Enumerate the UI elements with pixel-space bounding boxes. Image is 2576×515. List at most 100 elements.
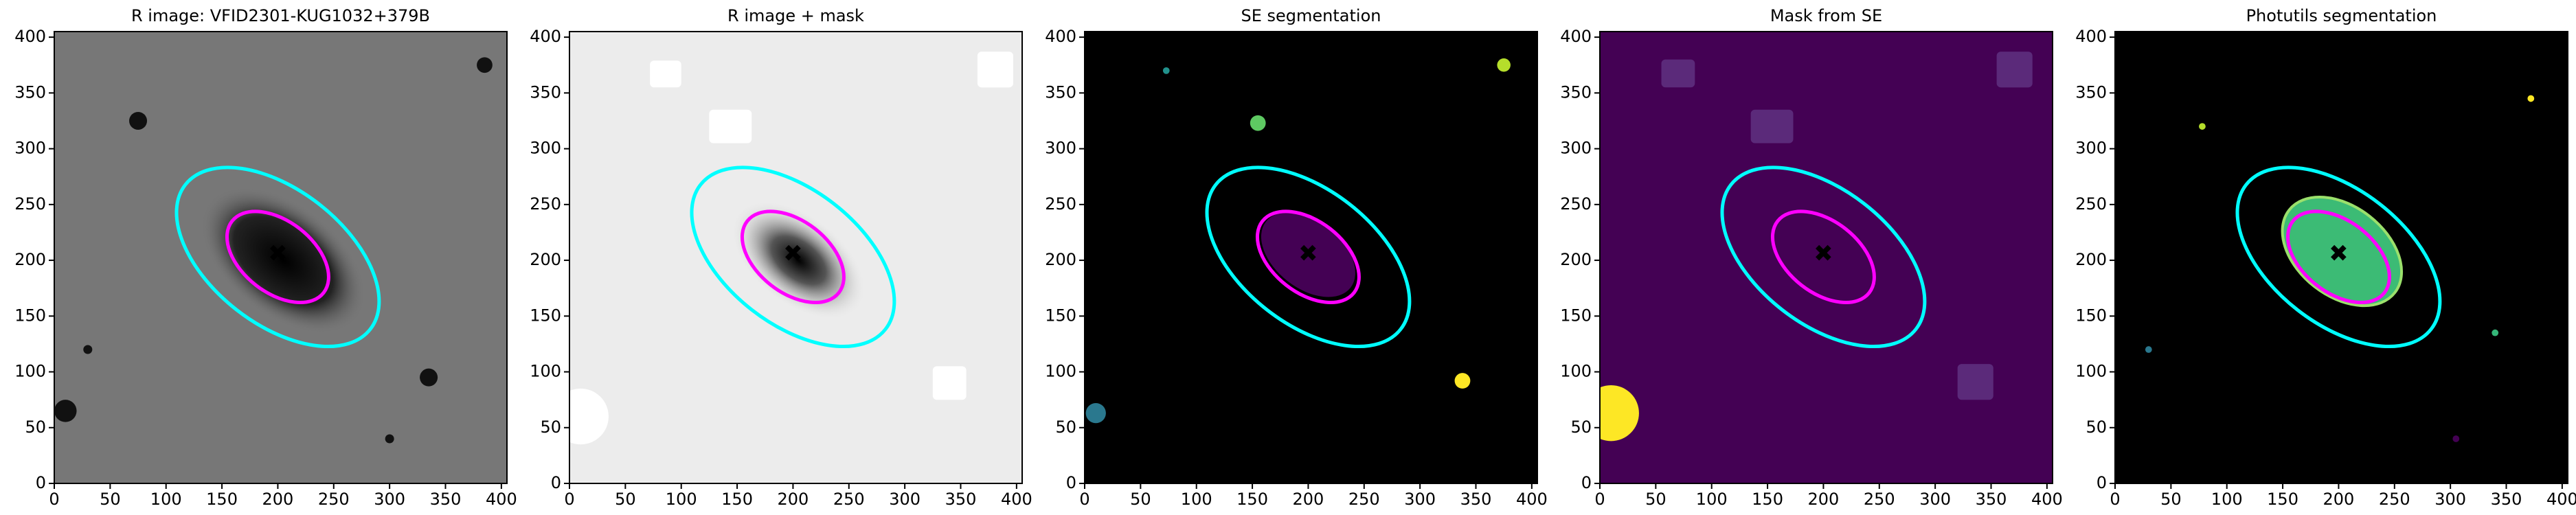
x-tick-label: 250 <box>833 490 865 509</box>
x-tick-label: 300 <box>374 490 405 509</box>
image-background <box>1600 32 2053 483</box>
ellipse <box>2235 165 2442 349</box>
x-tick-label: 50 <box>615 490 636 509</box>
y-tick-label: 150 <box>2075 306 2107 325</box>
x-tick-label: 100 <box>150 490 182 509</box>
y-tick-label: 300 <box>530 139 561 158</box>
x-tick-label: 250 <box>2379 490 2410 509</box>
y-tick-label: 250 <box>1045 194 1076 214</box>
x-tick-label: 200 <box>2323 490 2355 509</box>
image: ✖ <box>1085 32 1537 483</box>
y-tick-label: 200 <box>1045 250 1076 269</box>
y-tick-label: 150 <box>1560 306 1592 325</box>
y-tick-label: 200 <box>14 250 46 269</box>
x-tick-label: 150 <box>2267 490 2298 509</box>
panel-title: Photutils segmentation <box>2246 6 2437 25</box>
x-tick-label: 250 <box>1864 490 1895 509</box>
x-tick-label: 350 <box>2491 490 2522 509</box>
blob <box>2527 95 2535 102</box>
center-marker: ✖ <box>268 240 288 267</box>
y-tick-label: 250 <box>1560 194 1592 214</box>
x-tick-label: 300 <box>1919 490 1951 509</box>
y-tick-label: 100 <box>530 362 561 381</box>
image-content: ✖ <box>2115 32 2568 483</box>
x-tick-label: 300 <box>2434 490 2466 509</box>
center-marker: ✖ <box>1298 240 1318 267</box>
y-tick-label: 400 <box>1045 27 1076 46</box>
y-tick-label: 300 <box>1045 139 1076 158</box>
x-tick-label: 400 <box>2546 490 2576 509</box>
x-tick-label: 400 <box>2031 490 2063 509</box>
center-marker: ✖ <box>2329 240 2349 267</box>
ellipse <box>201 187 366 334</box>
x-tick-label: 350 <box>945 490 977 509</box>
blob <box>477 57 493 73</box>
x-tick-label: 50 <box>100 490 121 509</box>
y-tick-label: 300 <box>2075 139 2107 158</box>
x-tick-label: 250 <box>1348 490 1380 509</box>
y-tick-label: 0 <box>36 473 46 492</box>
image: ✖ <box>2115 32 2568 483</box>
y-tick-label: 200 <box>530 250 561 269</box>
y-tick-label: 150 <box>14 306 46 325</box>
image-content: ✖ <box>54 32 507 483</box>
y-tick-label: 350 <box>530 82 561 102</box>
y-tick-label: 300 <box>1560 139 1592 158</box>
y-tick-label: 50 <box>2086 417 2107 437</box>
x-tick-label: 100 <box>2211 490 2243 509</box>
y-tick-label: 400 <box>1560 27 1592 46</box>
mask-box <box>1957 364 1993 400</box>
x-tick-label: 350 <box>1460 490 1492 509</box>
image-content: ✖ <box>1085 32 1537 483</box>
image-content: ✖ <box>569 32 1022 483</box>
y-tick-label: 200 <box>1560 250 1592 269</box>
axes-frame <box>2114 31 2568 484</box>
y-tick-label: 400 <box>2075 27 2107 46</box>
x-tick-label: 200 <box>778 490 809 509</box>
ellipse <box>690 165 896 349</box>
y-tick-label: 350 <box>14 82 46 102</box>
image: ✖ <box>569 32 1022 483</box>
y-tick-label: 400 <box>14 27 46 46</box>
ellipse <box>740 209 846 304</box>
image-content: ✖ <box>1600 32 2053 483</box>
center-marker: ✖ <box>1814 240 1833 267</box>
x-tick-label: 350 <box>430 490 462 509</box>
mask-box <box>1661 59 1695 88</box>
x-tick-label: 150 <box>1752 490 1783 509</box>
y-tick-label: 250 <box>14 194 46 214</box>
ellipse <box>1770 209 1876 304</box>
axes-frame <box>1599 31 2053 484</box>
y-tick-label: 50 <box>1570 417 1592 437</box>
ellipse <box>174 165 381 349</box>
x-tick-label: 150 <box>1236 490 1268 509</box>
x-tick-label: 100 <box>666 490 697 509</box>
x-tick-label: 0 <box>2110 490 2120 509</box>
y-tick-label: 50 <box>1055 417 1076 437</box>
x-tick-label: 50 <box>1645 490 1667 509</box>
blob <box>569 388 609 445</box>
x-tick-label: 250 <box>318 490 350 509</box>
y-tick-label: 150 <box>1045 306 1076 325</box>
axes-frame <box>1084 31 1538 484</box>
blob <box>2145 346 2152 353</box>
x-tick-label: 300 <box>889 490 920 509</box>
panel-title: SE segmentation <box>1241 6 1381 25</box>
x-tick-label: 100 <box>1696 490 1728 509</box>
blob <box>2199 123 2206 130</box>
panel-title: Mask from SE <box>1770 6 1882 25</box>
y-tick-label: 400 <box>530 27 561 46</box>
ellipse <box>2281 196 2404 308</box>
x-tick-label: 150 <box>721 490 753 509</box>
x-tick-label: 200 <box>1293 490 1324 509</box>
blob <box>385 434 394 444</box>
y-tick-label: 50 <box>540 417 561 437</box>
y-tick-label: 100 <box>2075 362 2107 381</box>
blob <box>129 111 148 130</box>
blob <box>1600 385 1639 442</box>
y-tick-label: 350 <box>1045 82 1076 102</box>
blob <box>420 368 438 387</box>
x-tick-label: 300 <box>1404 490 1436 509</box>
x-tick-label: 50 <box>1130 490 1151 509</box>
blob <box>83 345 93 354</box>
